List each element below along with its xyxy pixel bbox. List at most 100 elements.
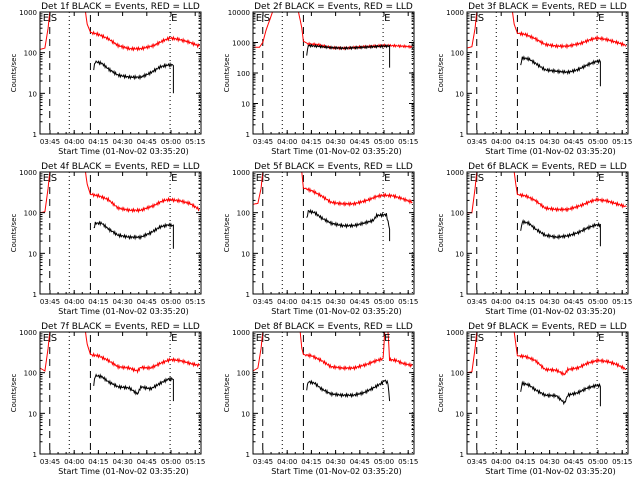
event-end-marker: E xyxy=(384,173,390,184)
y-tick-label: 1000 xyxy=(232,329,250,337)
x-tick-label: 04:00 xyxy=(491,298,511,306)
x-tick-label: 04:45 xyxy=(350,458,370,466)
lld-series-line xyxy=(253,172,413,207)
chart-panel: Det 6f BLACK = Events, RED = LLD 1 10 100 10… xyxy=(437,162,632,316)
y-tick-label: 10 xyxy=(28,410,37,418)
x-axis-label: Start Time (01-Nov-02 03:35:20) xyxy=(271,307,401,316)
source-marker: S xyxy=(478,173,484,184)
chart-panel: Det 4f BLACK = Events, RED = LLD 1 10 100 10… xyxy=(10,162,205,316)
y-tick-label: 1000 xyxy=(446,329,464,337)
x-axis-label: Start Time (01-Nov-02 03:35:20) xyxy=(485,467,615,476)
x-tick-label: 04:45 xyxy=(564,138,584,146)
x-tick-label: 05:15 xyxy=(185,138,205,146)
source-marker: S xyxy=(264,13,270,24)
events-series-line xyxy=(93,59,174,94)
x-tick-label: 04:45 xyxy=(564,458,584,466)
x-tick-label: 03:45 xyxy=(467,298,487,306)
lld-series-line xyxy=(253,332,413,372)
x-tick-label: 04:00 xyxy=(277,138,297,146)
x-tick-label: 04:15 xyxy=(515,138,535,146)
y-tick-label: 1 xyxy=(33,451,37,459)
source-marker: S xyxy=(478,333,484,344)
y-tick-label: 100 xyxy=(24,50,37,58)
y-tick-label: 10 xyxy=(241,101,250,109)
x-tick-label: 03:45 xyxy=(253,298,273,306)
x-tick-label: 03:45 xyxy=(40,298,60,306)
y-tick-label: 100 xyxy=(24,370,37,378)
y-tick-label: 1000 xyxy=(446,9,464,17)
series-group xyxy=(253,172,413,242)
series-group xyxy=(253,12,413,68)
event-start-marker: E xyxy=(43,333,49,344)
y-tick-label: 100 xyxy=(451,210,464,218)
y-tick-label: 10 xyxy=(455,410,464,418)
x-axis-label: Start Time (01-Nov-02 03:35:20) xyxy=(271,467,401,476)
x-tick-label: 04:15 xyxy=(88,458,108,466)
x-tick-label: 04:30 xyxy=(326,458,346,466)
x-tick-label: 04:30 xyxy=(326,298,346,306)
events-series-line xyxy=(306,208,391,242)
x-tick-label: 04:30 xyxy=(540,138,560,146)
x-tick-label: 05:15 xyxy=(612,138,632,146)
chart-title: Det 8f BLACK = Events, RED = LLD xyxy=(254,322,413,332)
x-tick-label: 04:45 xyxy=(137,138,157,146)
x-tick-label: 05:15 xyxy=(398,138,418,146)
x-tick-label: 05:00 xyxy=(588,458,608,466)
x-tick-label: 04:45 xyxy=(564,298,584,306)
events-series-line xyxy=(520,218,601,247)
x-tick-label: 05:15 xyxy=(612,298,632,306)
x-tick-label: 05:00 xyxy=(374,298,394,306)
y-tick-label: 10 xyxy=(241,250,250,258)
x-tick-label: 05:00 xyxy=(374,458,394,466)
chart-title: Det 9f BLACK = Events, RED = LLD xyxy=(468,322,627,332)
event-end-marker: E xyxy=(598,13,604,24)
x-tick-label: 05:00 xyxy=(374,138,394,146)
plot-frame xyxy=(252,11,415,135)
lld-series-line xyxy=(40,12,200,52)
x-tick-label: 04:00 xyxy=(64,138,84,146)
event-start-marker: E xyxy=(256,333,262,344)
lld-series-line xyxy=(40,332,200,374)
y-tick-label: 1000 xyxy=(232,40,250,48)
y-tick-label: 1 xyxy=(246,291,250,299)
x-tick-label: 05:00 xyxy=(161,458,181,466)
source-marker: S xyxy=(478,13,484,24)
chart-panel: Det 8f BLACK = Events, RED = LLD 1 10 100 10… xyxy=(223,322,418,476)
x-tick-label: 04:15 xyxy=(88,298,108,306)
x-axis-label: Start Time (01-Nov-02 03:35:20) xyxy=(271,147,401,156)
y-tick-label: 100 xyxy=(451,370,464,378)
y-tick-label: 10 xyxy=(28,250,37,258)
x-tick-label: 04:45 xyxy=(350,138,370,146)
chart-title: Det 1f BLACK = Events, RED = LLD xyxy=(41,2,200,12)
y-tick-label: 10 xyxy=(28,90,37,98)
x-tick-label: 05:15 xyxy=(398,458,418,466)
events-series-line xyxy=(520,380,601,407)
y-tick-label: 1 xyxy=(33,291,37,299)
y-tick-label: 100 xyxy=(237,70,250,78)
y-tick-label: 1 xyxy=(460,131,464,139)
chart-title: Det 2f BLACK = Events, RED = LLD xyxy=(254,2,413,12)
series-group xyxy=(467,332,627,407)
chart-title: Det 7f BLACK = Events, RED = LLD xyxy=(41,322,200,332)
y-tick-label: 1000 xyxy=(19,9,37,17)
x-tick-label: 04:15 xyxy=(515,298,535,306)
y-tick-label: 100 xyxy=(237,210,250,218)
y-tick-label: 1000 xyxy=(19,169,37,177)
chart-panel: Det 1f BLACK = Events, RED = LLD 1 10 100 10… xyxy=(10,2,205,156)
x-tick-label: 04:15 xyxy=(515,458,535,466)
y-tick-label: 1000 xyxy=(232,169,250,177)
y-tick-label: 1 xyxy=(460,291,464,299)
y-tick-label: 10 xyxy=(241,410,250,418)
plot-frame xyxy=(39,331,202,455)
y-tick-label: 1 xyxy=(246,131,250,139)
lld-series-line xyxy=(467,12,627,50)
event-start-marker: E xyxy=(43,173,49,184)
chart-title: Det 5f BLACK = Events, RED = LLD xyxy=(254,162,413,172)
series-group xyxy=(40,332,200,402)
x-tick-label: 03:45 xyxy=(253,138,273,146)
event-start-marker: E xyxy=(470,13,476,24)
source-marker: S xyxy=(51,173,57,184)
x-axis-label: Start Time (01-Nov-02 03:35:20) xyxy=(58,147,188,156)
x-tick-label: 04:30 xyxy=(540,458,560,466)
